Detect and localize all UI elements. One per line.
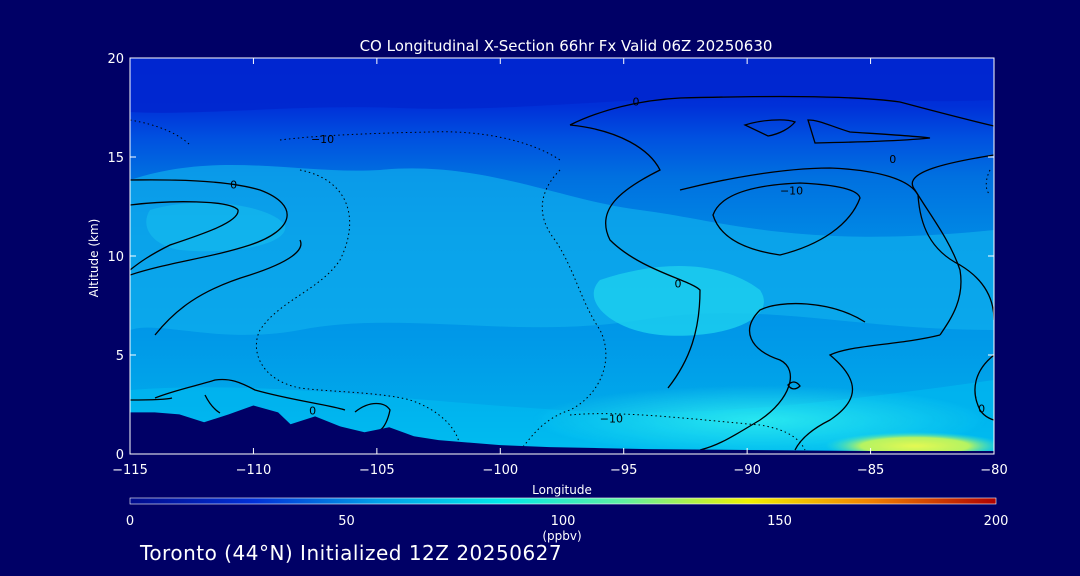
contour-label: 0	[675, 278, 682, 291]
yellow-surface-max	[825, 432, 994, 454]
x-tick-label: −85	[857, 463, 884, 478]
dotted-right-edge	[985, 169, 991, 196]
y-tick-label: 15	[107, 151, 124, 166]
contour-lower-right-1	[699, 302, 866, 451]
colorbar: 0 50 100 150 200 (ppbv)	[126, 497, 1009, 543]
contour-label: 0	[309, 404, 316, 417]
contour-small-loop-1	[743, 119, 797, 137]
contour-label: 0	[889, 153, 896, 166]
colorbar-tick-labels: 0 50 100 150 200	[126, 514, 1009, 529]
contour-zero-left-edge	[130, 397, 173, 401]
contour-zero-left-inner	[130, 201, 239, 271]
x-tick-label: −80	[980, 463, 1007, 478]
contour-label: 0	[978, 402, 985, 415]
dotted-neg10-band-left	[255, 169, 461, 451]
colorbar-tick-label: 200	[984, 514, 1009, 529]
contour-zero-lower-left2	[204, 394, 221, 414]
contour-small-loop-2	[807, 119, 931, 144]
colorbar-tick-label: 50	[338, 514, 355, 529]
x-tick-label: −95	[610, 463, 637, 478]
contour-zero-right-lower	[911, 154, 994, 336]
contour-zero-upper-left	[130, 179, 288, 276]
terrain-mask	[130, 405, 994, 454]
y-tick-label: 10	[107, 250, 124, 265]
band-left-blob	[146, 202, 286, 252]
contour-label: −10	[600, 412, 623, 425]
x-tick-label: −100	[482, 463, 518, 478]
colorbar-tick-label: 100	[551, 514, 576, 529]
y-axis: 0 5 10 15 20	[107, 52, 994, 463]
contour-label: −10	[311, 133, 334, 146]
y-tick-label: 5	[116, 349, 124, 364]
contour-zero-lower-left	[154, 378, 346, 411]
contour-label-layer: 0 −10 0 −10 0 0 0 −10 0	[230, 96, 985, 426]
colorbar-tick-label: 150	[767, 514, 792, 529]
contour-zero-right-upper	[569, 95, 994, 127]
contour-zero-left-vert	[154, 239, 302, 336]
footer-init-label: Toronto (44°N) Initialized 12Z 20250627	[140, 541, 563, 565]
y-tick-label: 20	[107, 52, 124, 67]
contour-label: 0	[633, 96, 640, 109]
plot-area: 0 −10 0 −10 0 0 0 −10 0	[130, 58, 994, 454]
contour-small-loop-3	[787, 381, 801, 390]
contour-label: 0	[230, 179, 237, 192]
colorbar-unit: (ppbv)	[542, 529, 581, 543]
x-tick-label: −110	[236, 463, 272, 478]
band-cyan-center	[593, 266, 764, 336]
x-tick-label: −105	[359, 463, 395, 478]
contour-zero-bump	[354, 402, 391, 431]
colorbar-tick-label: 0	[126, 514, 134, 529]
colorbar-gradient	[129, 497, 997, 505]
contour-lower-right-3	[974, 354, 994, 421]
y-tick-label: 0	[116, 448, 124, 463]
y-axis-label: Altitude (km)	[87, 219, 101, 298]
chart-title: CO Longitudinal X-Section 66hr Fx Valid …	[360, 37, 773, 55]
x-tick-label: −115	[112, 463, 148, 478]
band-mid-light	[130, 164, 994, 335]
dotted-contours	[130, 119, 991, 451]
band-upper-dark	[130, 58, 994, 113]
x-axis-label: Longitude	[532, 483, 592, 497]
contour-zero-right-diag	[569, 124, 701, 389]
contour-neg10-right-ring	[712, 182, 861, 256]
contour-lines	[130, 95, 994, 451]
contour-label: −10	[780, 185, 803, 198]
contour-lower-right-2	[794, 334, 941, 451]
dotted-neg10-band-right	[519, 169, 607, 451]
x-tick-label: −90	[733, 463, 760, 478]
field-bands	[130, 58, 994, 454]
x-axis: −115 −110 −105 −100 −95 −90 −85 −80	[112, 58, 1008, 478]
